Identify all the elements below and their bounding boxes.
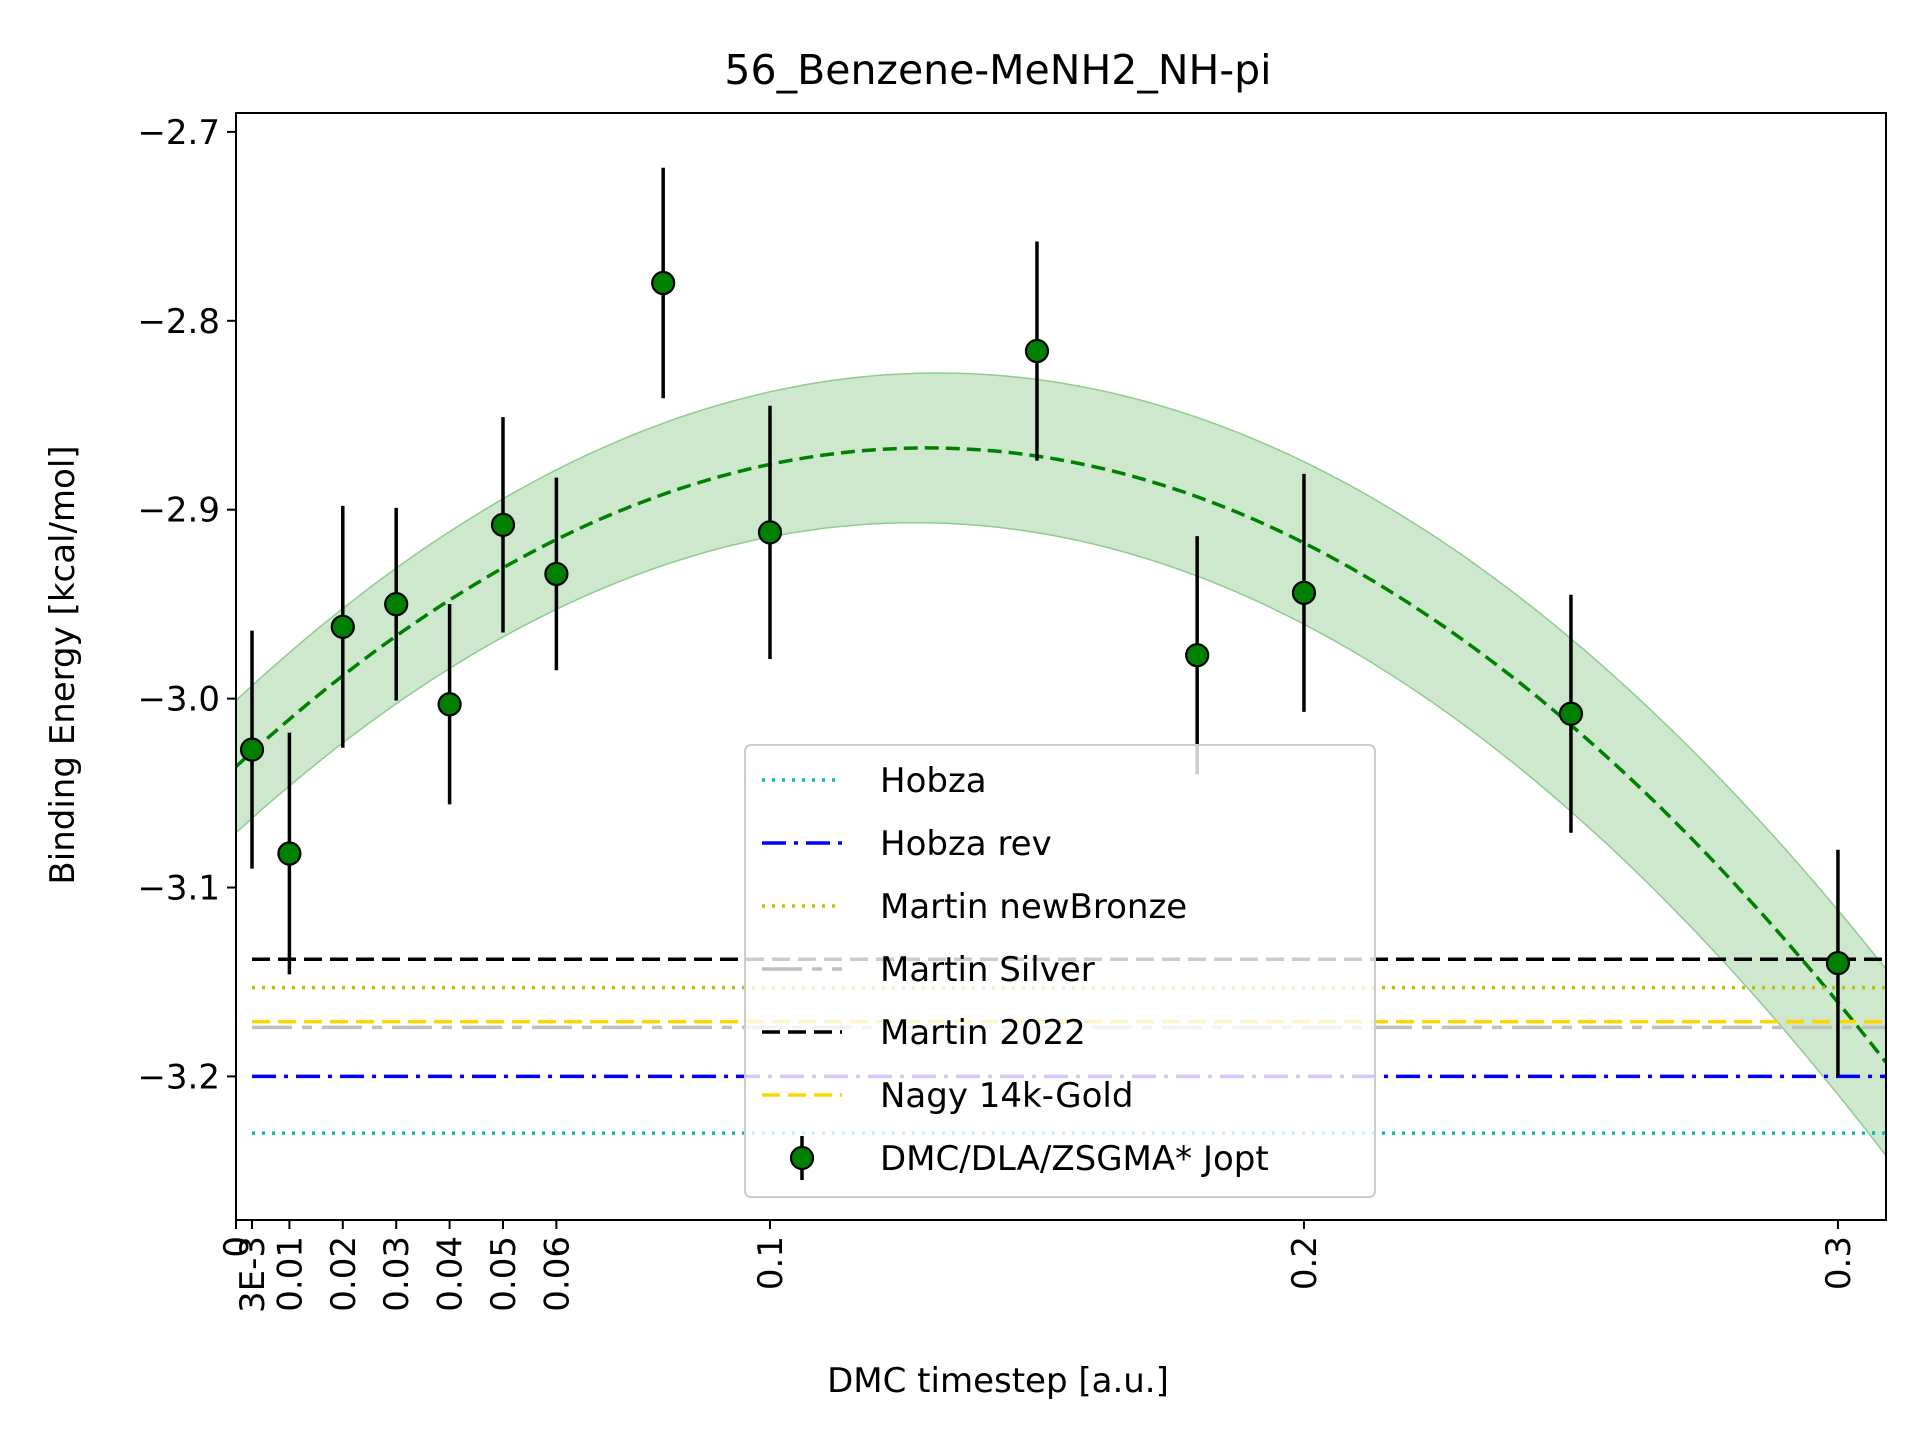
legend: Hobza Hobza rev Martin newBronze Martin Sil… [744, 744, 1376, 1198]
y-axis-label: Binding Energy [kcal/mol] [43, 445, 83, 884]
x-tick-label: 0.2 [1285, 1236, 1325, 1290]
x-tick-label: 0.06 [537, 1236, 577, 1312]
data-point [330, 614, 355, 639]
x-tick-label: 0 [217, 1236, 257, 1258]
data-point [490, 512, 516, 537]
data-point [239, 737, 265, 762]
x-tick-label: 0.1 [751, 1236, 791, 1290]
legend-label: Martin 2022 [880, 1013, 1086, 1053]
data-point [1558, 701, 1584, 726]
y-tick-label: −2.7 [137, 113, 220, 153]
y-tick-label: −2.9 [137, 491, 220, 531]
legend-label: Hobza rev [880, 824, 1052, 864]
legend-label: Hobza [880, 761, 987, 801]
data-point [757, 520, 783, 545]
data-point [1291, 580, 1317, 605]
plot-area: −2.7 −2.8 −2.9 −3.0 −3.1 −3.2 03E-30.01 0.02 0.0… [137, 112, 1887, 1313]
data-point [1024, 338, 1050, 364]
data-point [437, 692, 462, 717]
legend-label: DMC/DLA/ZSGMA* Jopt [880, 1139, 1269, 1179]
x-axis-label: DMC timestep [a.u.] [827, 1361, 1169, 1401]
x-tick-label: 0.02 [324, 1236, 364, 1312]
data-point [277, 841, 302, 866]
x-tick-label: 0.05 [484, 1236, 524, 1312]
data-point [651, 270, 676, 296]
y-tick-label: −3.2 [137, 1057, 220, 1097]
x-tick-label: 0.3 [1819, 1236, 1859, 1290]
y-tick-label: −3.0 [137, 680, 220, 720]
legend-label: Nagy 14k-Gold [880, 1076, 1133, 1116]
y-tick-label: −3.1 [137, 869, 220, 909]
x-tick-label: 0.04 [431, 1236, 471, 1312]
legend-label: Martin Silver [880, 950, 1095, 990]
legend-box [744, 744, 1376, 1198]
x-tick-label: 0.01 [270, 1236, 310, 1312]
x-tick-label: 0.03 [377, 1236, 417, 1312]
chart-title: 56_Benzene-MeNH2_NH-pi [724, 46, 1271, 94]
data-point [1185, 643, 1210, 668]
legend-label: Martin newBronze [880, 887, 1187, 927]
fit-curve [236, 446, 1886, 1064]
y-tick-label: −2.8 [137, 302, 220, 342]
plot-frame [235, 112, 1887, 1221]
data-point [544, 561, 569, 587]
plot-inner [236, 167, 1886, 1157]
legend-swatch-marker [789, 1145, 815, 1171]
data-point [1825, 950, 1851, 976]
data-point [384, 592, 409, 617]
x-tick-label: 3E-3 [233, 1236, 273, 1313]
